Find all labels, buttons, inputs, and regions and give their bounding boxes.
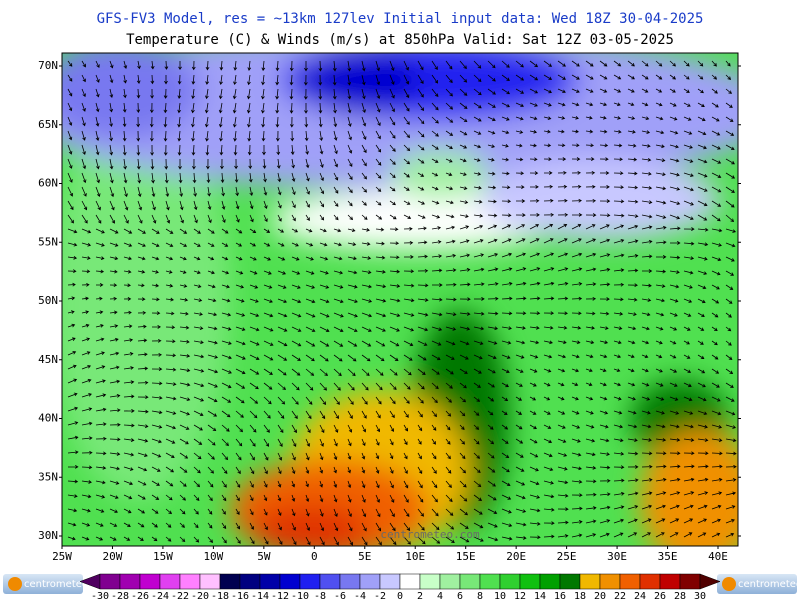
colorbar-swatch bbox=[299, 573, 321, 590]
logo-text: centrometeo bbox=[24, 579, 88, 590]
colorbar-label: -18 bbox=[211, 591, 229, 600]
lat-label: 45N bbox=[38, 353, 58, 366]
colorbar-swatch bbox=[239, 573, 261, 590]
colorbar-label: 18 bbox=[574, 591, 586, 600]
colorbar-label: -6 bbox=[334, 591, 346, 600]
colorbar-label: 24 bbox=[634, 591, 646, 600]
colorbar-label: 10 bbox=[494, 591, 506, 600]
lon-label: 10E bbox=[405, 550, 425, 563]
colorbar-label: -8 bbox=[314, 591, 326, 600]
colorbar-swatch bbox=[179, 573, 201, 590]
colorbar-swatch bbox=[339, 573, 361, 590]
colorbar-swatch bbox=[319, 573, 341, 590]
colorbar-label: 28 bbox=[674, 591, 686, 600]
lon-label: 5W bbox=[257, 550, 271, 563]
lat-label: 55N bbox=[38, 235, 58, 248]
colorbar-swatch bbox=[579, 573, 601, 590]
title: GFS-FV3 Model, res = ~13km 127lev Initia… bbox=[97, 11, 704, 27]
lon-label: 40E bbox=[708, 550, 728, 563]
lat-label: 70N bbox=[38, 59, 58, 72]
temperature-field: centrometeo.com bbox=[62, 53, 738, 546]
colorbar-label: -2 bbox=[374, 591, 386, 600]
colorbar-swatch bbox=[679, 573, 701, 590]
colorbar-label: -12 bbox=[271, 591, 289, 600]
colorbar-swatch bbox=[439, 573, 461, 590]
colorbar-swatch bbox=[259, 573, 281, 590]
lon-label: 20E bbox=[506, 550, 526, 563]
colorbar-swatch bbox=[499, 573, 521, 590]
colorbar-label: -30 bbox=[91, 591, 109, 600]
lat-label: 60N bbox=[38, 177, 58, 190]
colorbar-swatch bbox=[139, 573, 161, 590]
colorbar-swatch bbox=[359, 573, 381, 590]
lon-label: 30E bbox=[607, 550, 627, 563]
colorbar-label: 12 bbox=[514, 591, 526, 600]
colorbar-swatch bbox=[119, 573, 141, 590]
colorbar-label: -10 bbox=[291, 591, 309, 600]
colorbar-label: 22 bbox=[614, 591, 626, 600]
colorbar-label: -22 bbox=[171, 591, 189, 600]
colorbar-swatch bbox=[99, 573, 121, 590]
colorbar-end bbox=[699, 573, 721, 590]
colorbar-swatch bbox=[619, 573, 641, 590]
lat-label: 40N bbox=[38, 412, 58, 425]
map-frame bbox=[61, 52, 739, 547]
colorbar-label: 0 bbox=[397, 591, 403, 600]
subtitle: Temperature (C) & Winds (m/s) at 850hPa … bbox=[126, 32, 674, 48]
colorbar-label: -16 bbox=[231, 591, 249, 600]
colorbar-label: -28 bbox=[111, 591, 129, 600]
colorbar-label: 4 bbox=[437, 591, 443, 600]
colorbar-swatch bbox=[379, 573, 401, 590]
colorbar-label: -14 bbox=[251, 591, 269, 600]
colorbar-swatch bbox=[159, 573, 181, 590]
colorbar-label: 8 bbox=[477, 591, 483, 600]
colorbar-label: -24 bbox=[151, 591, 169, 600]
colorbar-swatch bbox=[219, 573, 241, 590]
logo: centrometeo bbox=[3, 574, 88, 594]
lat-label: 65N bbox=[38, 118, 58, 131]
logo-text: centrometeo bbox=[738, 579, 800, 590]
colorbar-swatch bbox=[539, 573, 561, 590]
lon-label: 35E bbox=[658, 550, 678, 563]
lon-label: 25W bbox=[52, 550, 72, 563]
colorbar-label: 14 bbox=[534, 591, 546, 600]
colorbar-label: 20 bbox=[594, 591, 606, 600]
colorbar-swatch bbox=[659, 573, 681, 590]
colorbar-label: -4 bbox=[354, 591, 366, 600]
colorbar-label: -26 bbox=[131, 591, 149, 600]
colorbar-swatch bbox=[199, 573, 221, 590]
lon-label: 15E bbox=[456, 550, 476, 563]
colorbar-label: 2 bbox=[417, 591, 423, 600]
watermark: centrometeo.com bbox=[380, 528, 480, 541]
colorbar-swatch bbox=[519, 573, 541, 590]
colorbar-swatch bbox=[419, 573, 441, 590]
colorbar-label: -20 bbox=[191, 591, 209, 600]
colorbar-swatch bbox=[279, 573, 301, 590]
lon-label: 25E bbox=[557, 550, 577, 563]
lon-label: 0 bbox=[311, 550, 318, 563]
lon-label: 10W bbox=[203, 550, 223, 563]
colorbar-swatch bbox=[399, 573, 421, 590]
colorbar-swatch bbox=[639, 573, 661, 590]
colorbar: -30 -28 -26 -24 -22 -20 -18 -16 -14 -12 -10 -8 -6 -4-… bbox=[79, 573, 721, 600]
colorbar-swatch bbox=[479, 573, 501, 590]
logo: centrometeo bbox=[717, 574, 800, 594]
wind-vectors bbox=[67, 60, 737, 546]
lon-label: 15W bbox=[153, 550, 173, 563]
colorbar-swatch bbox=[459, 573, 481, 590]
colorbar-label: 16 bbox=[554, 591, 566, 600]
lon-label: 20W bbox=[103, 550, 123, 563]
axes: 70N 65N 60N 55N 50N 45N 40N 35N 30N 25W 20W 15W 10W 5… bbox=[38, 59, 741, 563]
colorbar-swatch bbox=[599, 573, 621, 590]
lon-label: 5E bbox=[358, 550, 371, 563]
colorbar-label: 26 bbox=[654, 591, 666, 600]
colorbar-swatch bbox=[559, 573, 581, 590]
colorbar-label: 6 bbox=[457, 591, 463, 600]
lat-label: 50N bbox=[38, 294, 58, 307]
lat-label: 30N bbox=[38, 529, 58, 542]
colorbar-label: 30 bbox=[694, 591, 706, 600]
lat-label: 35N bbox=[38, 470, 58, 483]
